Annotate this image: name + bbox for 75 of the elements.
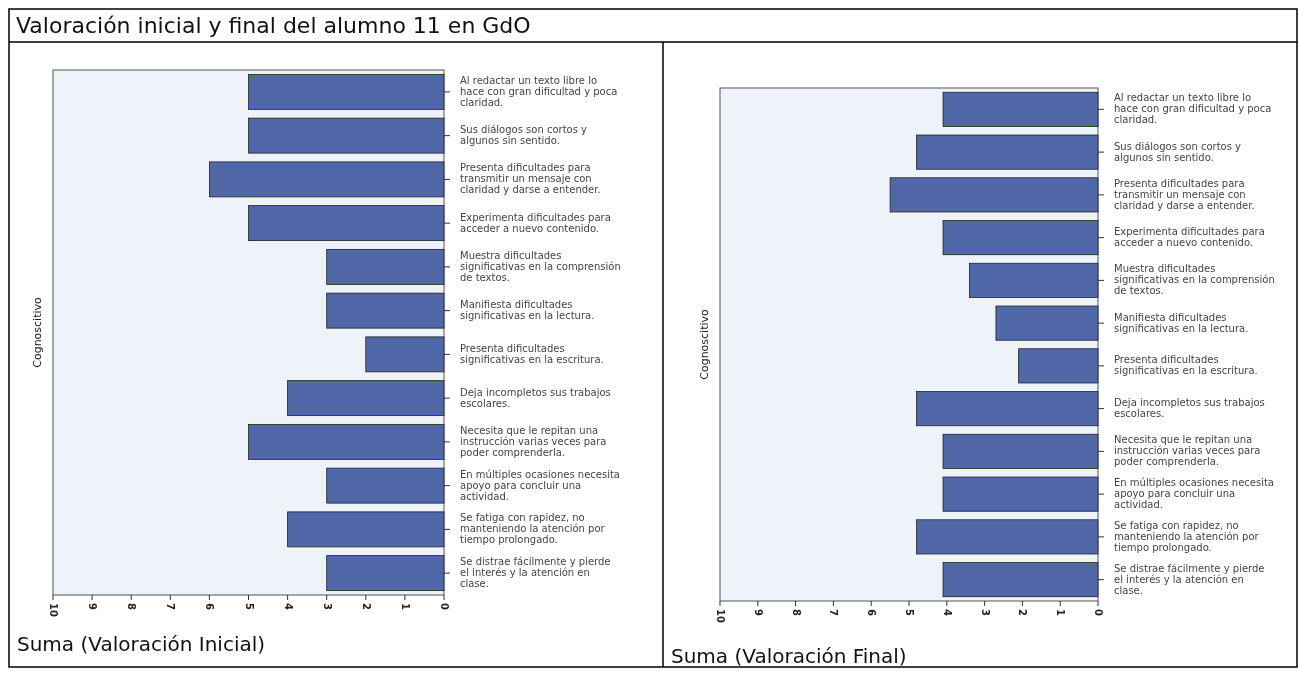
x-tick-label: 7 — [165, 603, 177, 610]
bar — [916, 519, 1099, 555]
bar — [248, 117, 445, 154]
bar — [326, 555, 445, 592]
x-tick-label: 2 — [1017, 609, 1029, 616]
x-tick-label: 8 — [126, 603, 138, 610]
bar — [942, 91, 1099, 127]
y-tick-label: Necesita que le repitan una instrucción varias veces para poder comprenderla. — [460, 424, 607, 458]
bar — [248, 73, 445, 110]
y-tick-label: Al redactar un texto libre lo hace con gran dificultad y poca claridad. — [1114, 92, 1272, 126]
bar — [916, 391, 1099, 427]
x-tick-label: 4 — [941, 609, 953, 616]
bar — [365, 336, 445, 373]
bar — [969, 262, 1099, 298]
y-tick-label: Presenta dificultades para transmitir un mensaje con claridad y darse a entender. — [1114, 177, 1255, 211]
y-tick-label: En múltiples ocasiones necesita apoyo para concluir una actividad. — [460, 468, 620, 502]
chart-title: Valoración inicial y final del alumno 11 en GdO — [16, 13, 531, 38]
x-tick-label: 7 — [828, 609, 840, 616]
bar — [326, 248, 445, 285]
x-tick-label: 5 — [904, 609, 915, 616]
y-tick-label: Muestra dificultades significativas en la comprensión de textos. — [460, 249, 621, 283]
x-tick-label: 1 — [399, 603, 411, 610]
y-tick-label: Presenta dificultades para transmitir un mensaje con claridad y darse a entender. — [460, 162, 601, 196]
y-tick-label: Se fatiga con rapidez, no manteniendo la atención por tiempo prolongado. — [460, 512, 606, 546]
x-tick-label: 1 — [1055, 609, 1067, 616]
bar — [248, 423, 445, 460]
y-tick-label: Se distrae fácilmente y pierde el interés y la atención en clase. — [460, 556, 611, 590]
x-tick-label: 9 — [752, 609, 764, 616]
y-tick-label: Muestra dificultades significativas en la comprensión de textos. — [1114, 263, 1275, 297]
bar — [995, 305, 1099, 341]
y-tick-label: Deja incompletos sus trabajos escolares. — [460, 386, 611, 409]
y-tick-label: Presenta dificultades significativas en la escritura. — [1114, 354, 1258, 377]
y-axis-title: Cognoscitivo — [31, 296, 44, 368]
bar — [326, 467, 445, 504]
y-tick-label: Presenta dificultades significativas en la escritura. — [460, 342, 604, 365]
x-tick-label: 6 — [866, 609, 878, 616]
y-tick-label: Se fatiga con rapidez, no manteniendo la atención por tiempo prolongado. — [1114, 519, 1260, 553]
y-tick-label: Manifiesta dificultades significativas en la lectura. — [1114, 311, 1249, 334]
bar — [942, 562, 1099, 598]
y-tick-label: Sus diálogos son cortos y algunos sin sentido. — [1114, 140, 1242, 163]
x-tick-label: 8 — [790, 609, 802, 616]
x-tick-label: 10 — [48, 603, 59, 617]
bar — [287, 380, 445, 417]
y-tick-label: Necesita que le repitan una instrucción varias veces para poder comprenderla. — [1114, 434, 1261, 468]
x-tick-label: 5 — [243, 603, 255, 610]
bar — [916, 134, 1099, 170]
x-tick-label: 10 — [715, 609, 726, 623]
y-tick-label: Deja incompletos sus trabajos escolares. — [1114, 397, 1265, 420]
x-tick-label: 6 — [204, 603, 216, 610]
bar — [942, 433, 1099, 469]
x-axis-title: Suma (Valoración Final) — [671, 644, 907, 668]
y-tick-label: Experimenta dificultades para acceder a nuevo contenido. — [460, 211, 611, 234]
y-tick-label: Se distrae fácilmente y pierde el interés y la atención en clase. — [1114, 562, 1265, 596]
x-tick-label: 3 — [321, 603, 333, 610]
bar — [209, 161, 445, 198]
bar — [326, 292, 445, 329]
y-tick-label: En múltiples ocasiones necesita apoyo para concluir una actividad. — [1114, 477, 1274, 511]
bar — [287, 511, 445, 548]
bar — [1018, 348, 1099, 384]
x-tick-label: 4 — [282, 603, 294, 610]
y-tick-label: Sus diálogos son cortos y algunos sin sentido. — [460, 124, 588, 147]
y-tick-label: Al redactar un texto libre lo hace con gran dificultad y poca claridad. — [460, 74, 618, 108]
x-axis-title: Suma (Valoración Inicial) — [17, 632, 266, 656]
y-tick-label: Experimenta dificultades para acceder a nuevo contenido. — [1114, 226, 1265, 249]
bar — [889, 177, 1099, 213]
x-tick-label: 2 — [360, 603, 372, 610]
x-tick-label: 0 — [439, 603, 450, 610]
bar — [248, 205, 445, 242]
y-tick-label: Manifiesta dificultades significativas en la lectura. — [460, 299, 595, 322]
y-axis-title: Cognoscitivo — [698, 308, 711, 380]
bar — [942, 220, 1099, 256]
x-tick-label: 3 — [979, 609, 991, 616]
x-tick-label: 9 — [87, 603, 99, 610]
x-tick-label: 0 — [1093, 609, 1104, 616]
bar — [942, 476, 1099, 512]
